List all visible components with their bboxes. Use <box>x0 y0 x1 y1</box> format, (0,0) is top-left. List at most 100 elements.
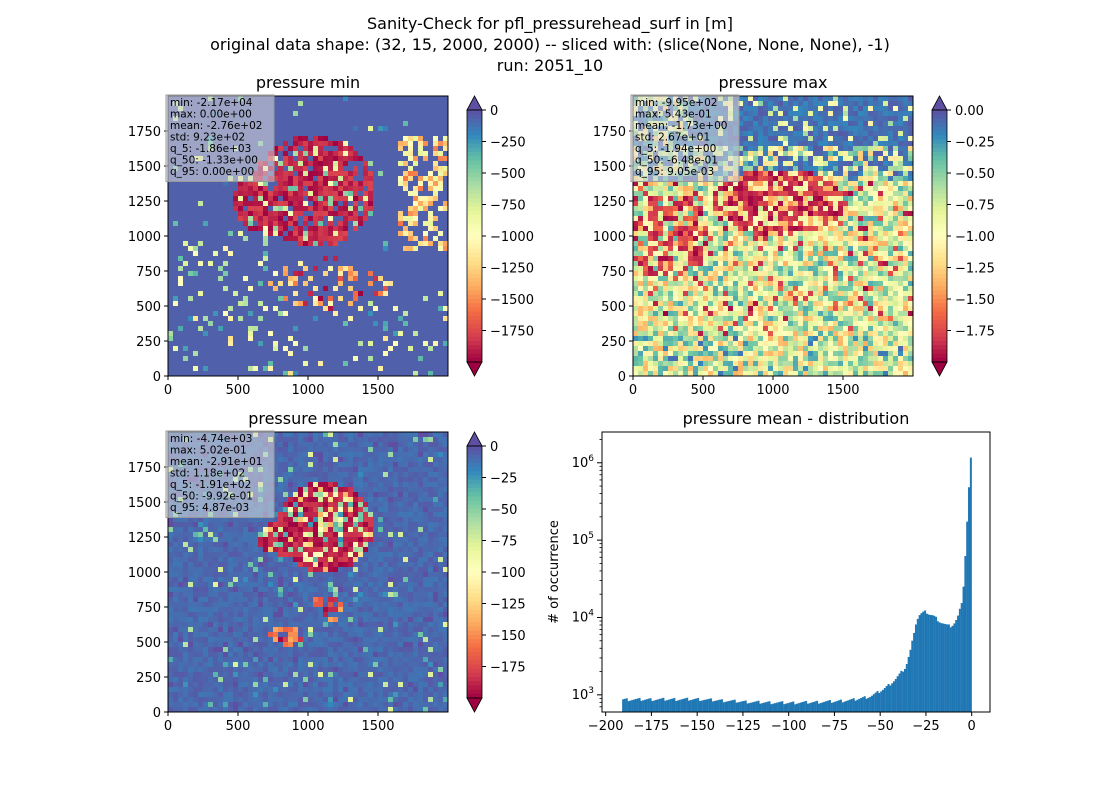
heatmap-cell <box>438 236 444 242</box>
colorbar-segment <box>467 122 482 128</box>
heatmap-cell <box>303 326 309 332</box>
heatmap-cell <box>718 321 724 327</box>
heatmap-cell <box>178 281 184 287</box>
heatmap-cell <box>293 186 299 192</box>
heatmap-cell <box>653 281 659 287</box>
heatmap-cell <box>283 341 289 347</box>
heatmap-cell <box>333 136 339 142</box>
heatmap-cell <box>753 361 759 367</box>
heatmap-cell <box>443 366 449 372</box>
heatmap-cell <box>773 306 779 312</box>
heatmap-cell <box>783 361 789 367</box>
heatmap-cell <box>343 101 349 107</box>
heatmap-cell <box>253 311 259 317</box>
heatmap-cell <box>708 366 714 372</box>
heatmap-cell <box>638 351 644 357</box>
heatmap-cell <box>213 201 219 207</box>
heatmap-cell <box>683 216 689 222</box>
heatmap-cell <box>273 356 279 362</box>
heatmap-cell <box>433 106 439 112</box>
heatmap-cell <box>728 306 734 312</box>
heatmap-cell <box>768 321 774 327</box>
heatmap-cell <box>193 186 199 192</box>
heatmap-cell <box>343 341 349 347</box>
heatmap-cell <box>283 161 289 167</box>
heatmap-cell <box>298 371 304 377</box>
heatmap-cell <box>688 261 694 267</box>
heatmap-cell <box>408 156 414 162</box>
heatmap-cell <box>358 261 364 267</box>
heatmap-cell <box>178 336 184 342</box>
heatmap-cell <box>288 181 294 187</box>
heatmap-cell <box>713 301 719 307</box>
heatmap-cell <box>383 141 389 147</box>
heatmap-cell <box>248 296 254 302</box>
heatmap-cell <box>353 266 359 272</box>
heatmap-cell <box>408 151 414 157</box>
heatmap-cell <box>348 106 354 112</box>
heatmap-cell <box>318 166 324 172</box>
heatmap-cell <box>773 346 779 352</box>
heatmap-cell <box>288 111 294 117</box>
heatmap-cell <box>383 146 389 152</box>
heatmap-cell <box>348 291 354 297</box>
heatmap-cell <box>188 266 194 272</box>
heatmap-cell <box>703 321 709 327</box>
heatmap-cell <box>778 276 784 282</box>
heatmap-cell <box>253 211 259 217</box>
heatmap-cell <box>443 371 449 377</box>
heatmap-cell <box>228 231 234 237</box>
heatmap-cell <box>248 221 254 227</box>
heatmap-cell <box>768 316 774 322</box>
heatmap-cell <box>348 261 354 267</box>
heatmap-cell <box>238 251 244 257</box>
heatmap-cell <box>633 221 639 227</box>
heatmap-cell <box>403 186 409 192</box>
heatmap-cell <box>388 96 394 102</box>
heatmap-cell <box>203 266 209 272</box>
heatmap-cell <box>758 246 764 252</box>
heatmap-cell <box>253 291 259 297</box>
heatmap-cell <box>173 341 179 347</box>
heatmap-cell <box>273 216 279 222</box>
heatmap-cell <box>738 121 744 127</box>
heatmap-cell <box>763 181 769 187</box>
heatmap-cell <box>398 246 404 252</box>
heatmap-cell <box>693 266 699 272</box>
heatmap-cell <box>408 161 414 167</box>
heatmap-cell <box>428 166 434 172</box>
heatmap-cell <box>318 156 324 162</box>
heatmap-cell <box>338 316 344 322</box>
heatmap-cell <box>658 196 664 202</box>
heatmap-cell <box>173 281 179 287</box>
heatmap-cell <box>438 151 444 157</box>
heatmap-cell <box>183 356 189 362</box>
heatmap-cell <box>643 181 649 187</box>
heatmap-cell <box>173 326 179 332</box>
heatmap-cell <box>228 211 234 217</box>
heatmap-cell <box>343 266 349 272</box>
heatmap-cell <box>288 291 294 297</box>
heatmap-cell <box>178 236 184 242</box>
heatmap-cell <box>168 191 174 197</box>
heatmap-cell <box>398 266 404 272</box>
colorbar-segment <box>467 168 482 174</box>
heatmap-cell <box>418 171 424 177</box>
heatmap-cell <box>373 346 379 352</box>
heatmap-cell <box>273 251 279 257</box>
heatmap-cell <box>343 186 349 192</box>
heatmap-cell <box>228 206 234 212</box>
heatmap-cell <box>418 371 424 377</box>
heatmap-cell <box>223 316 229 322</box>
heatmap-cell <box>198 296 204 302</box>
heatmap-cell <box>208 251 214 257</box>
heatmap-cell <box>758 126 764 132</box>
heatmap-cell <box>268 216 274 222</box>
heatmap-cell <box>308 206 314 212</box>
heatmap-cell <box>713 351 719 357</box>
heatmap-cell <box>348 186 354 192</box>
heatmap-cell <box>293 291 299 297</box>
heatmap-cell <box>658 296 664 302</box>
heatmap-cell <box>728 346 734 352</box>
heatmap-cell <box>383 371 389 377</box>
